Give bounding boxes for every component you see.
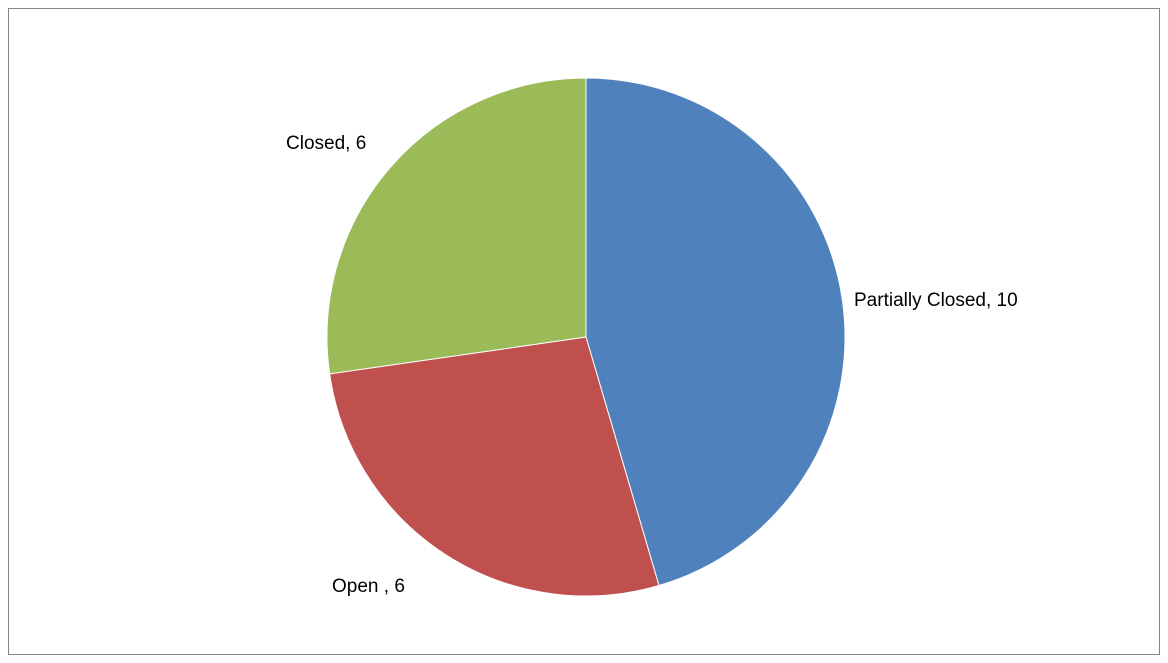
pie-slice-closed [326,77,587,375]
pie-slices [326,77,846,597]
pie-chart: Partially Closed, 10 Open , 6 Closed, 6 [286,77,1018,597]
chart-area: Partially Closed, 10 Open , 6 Closed, 6 [8,8,1160,655]
data-label-open: Open , 6 [332,576,405,597]
pie-slice-open [329,336,660,597]
pie-slice-partially-closed [585,77,846,587]
data-label-closed: Closed, 6 [286,133,366,154]
data-label-partially-closed: Partially Closed, 10 [854,290,1018,311]
pie-data-labels: Partially Closed, 10 Open , 6 Closed, 6 [286,133,1018,597]
